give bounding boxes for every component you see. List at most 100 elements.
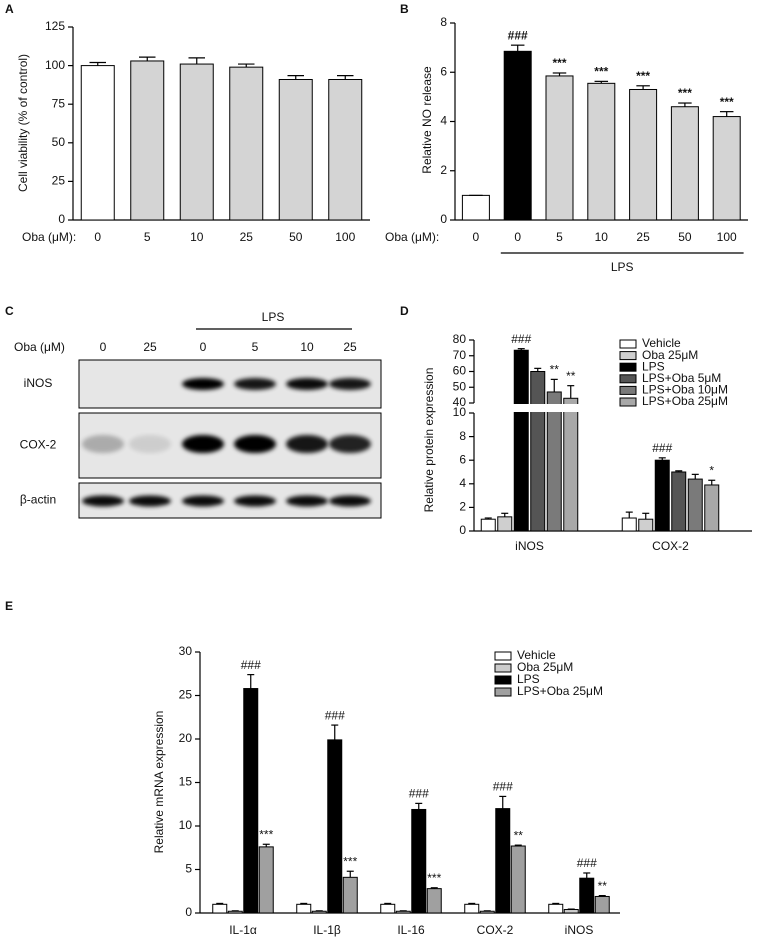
y-tick-label: 10	[453, 405, 467, 419]
y-tick-label: 0	[440, 212, 447, 226]
bar	[479, 910, 495, 914]
legend-swatch	[494, 663, 512, 673]
y-tick-label: 8	[440, 15, 447, 29]
panel-label: D	[400, 304, 409, 318]
legend-label: Oba 25μM	[517, 660, 573, 674]
x-tick-label: IL-1β	[313, 923, 341, 937]
y-tick-label: 70	[453, 348, 467, 362]
blot-band	[329, 495, 371, 507]
y-tick-label: 80	[453, 332, 467, 346]
bar	[545, 75, 574, 221]
y-tick-label: 125	[45, 19, 65, 33]
bar	[621, 517, 637, 532]
lane-label: 10	[300, 340, 314, 354]
legend-label: Vehicle	[642, 336, 681, 350]
x-tick-label: 10	[595, 230, 609, 244]
blot-band	[286, 378, 328, 390]
x-tick-label: 0	[473, 230, 480, 244]
bar	[80, 65, 115, 221]
legend-label: LPS+Oba 25μM	[642, 394, 728, 408]
bar	[328, 78, 363, 221]
x-tick-label: iNOS	[565, 923, 594, 937]
significance-label: ###	[325, 708, 345, 722]
bar	[411, 808, 427, 914]
bar	[212, 903, 228, 914]
legend-label: LPS+Oba 25μM	[517, 684, 603, 698]
row-label: COX-2	[20, 438, 57, 452]
significance-label: ***	[259, 827, 273, 841]
bar	[130, 60, 165, 221]
x-tick-label: 0	[514, 230, 521, 244]
panel-label: E	[5, 599, 13, 613]
blot-band	[82, 495, 124, 507]
significance-label: ###	[241, 658, 261, 672]
bar	[638, 518, 654, 532]
legend-swatch	[619, 351, 637, 361]
legend-label: LPS	[517, 672, 540, 686]
significance-label: **	[514, 828, 524, 842]
x-tick-label: IL-1α	[229, 923, 257, 937]
y-tick-label: 6	[440, 64, 447, 78]
bar	[513, 349, 529, 532]
y-tick-label: 4	[459, 476, 466, 490]
blot-band	[129, 435, 171, 453]
bar	[687, 478, 703, 532]
significance-label: ***	[343, 854, 357, 868]
lane-label: 0	[100, 340, 107, 354]
y-axis-label: Relative NO release	[420, 66, 434, 174]
y-tick-label: 4	[440, 114, 447, 128]
significance-label: ***	[678, 86, 692, 100]
row-label: β-actin	[20, 493, 56, 507]
significance-label: ###	[577, 856, 597, 870]
group-label: LPS	[611, 260, 634, 274]
bar	[712, 116, 741, 221]
significance-label: ###	[508, 28, 528, 42]
x-tick-label: 25	[636, 230, 650, 244]
bar	[296, 903, 312, 914]
y-tick-label: 2	[459, 500, 466, 514]
bar	[342, 876, 358, 914]
significance-label: ***	[427, 871, 441, 885]
legend-swatch	[494, 651, 512, 661]
x-axis-label: Oba (μM):	[385, 230, 439, 244]
lane-label: 5	[252, 340, 259, 354]
legend-label: LPS+Oba 10μM	[642, 383, 728, 397]
y-tick-label: 0	[185, 905, 192, 919]
axis-break	[468, 404, 752, 412]
blot-band	[286, 495, 328, 507]
significance-label: ***	[594, 65, 608, 79]
y-tick-label: 15	[179, 775, 193, 789]
bar	[579, 877, 595, 914]
y-axis-label: Cell viability (% of control)	[16, 54, 30, 192]
bar	[395, 910, 411, 914]
x-tick-label: IL-16	[397, 923, 425, 937]
x-tick-label: iNOS	[515, 539, 544, 553]
y-tick-label: 20	[179, 731, 193, 745]
x-tick-label: 5	[144, 230, 151, 244]
x-tick-label: 10	[190, 230, 204, 244]
bar	[548, 903, 564, 914]
y-tick-label: 60	[453, 364, 467, 378]
y-tick-label: 8	[459, 429, 466, 443]
y-tick-label: 5	[185, 862, 192, 876]
x-tick-label: 5	[556, 230, 563, 244]
blot-band	[286, 435, 328, 453]
blot-band	[129, 495, 171, 507]
panel-label: A	[5, 2, 14, 16]
y-tick-label: 50	[453, 379, 467, 393]
significance-label: ###	[511, 332, 531, 346]
bar	[594, 895, 610, 914]
blot-band	[329, 435, 371, 453]
bar	[258, 846, 274, 914]
bar	[227, 910, 243, 914]
bar	[629, 88, 658, 221]
x-tick-label: COX-2	[477, 923, 514, 937]
bar	[654, 459, 670, 532]
significance-label: ***	[720, 95, 734, 109]
bar	[671, 471, 687, 532]
bar	[229, 66, 264, 221]
y-tick-label: 10	[179, 818, 193, 832]
y-tick-label: 2	[440, 163, 447, 177]
y-tick-label: 50	[52, 135, 66, 149]
bar	[510, 845, 526, 914]
